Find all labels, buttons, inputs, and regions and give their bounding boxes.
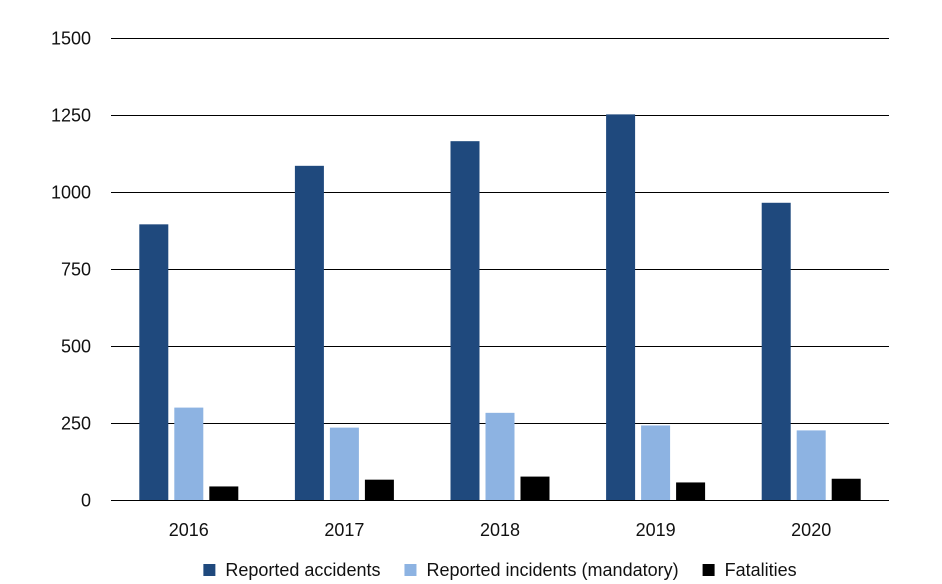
- bar-reported-accidents-2017: [294, 165, 324, 500]
- bar-reported-incidents-mandatory-2019: [641, 425, 671, 500]
- bar-fatalities-2020: [831, 478, 861, 500]
- bar-fatalities-2016: [209, 486, 239, 500]
- legend-label: Fatalities: [725, 560, 797, 580]
- bar-reported-accidents-2019: [606, 114, 636, 500]
- y-tick-label: 750: [61, 260, 91, 280]
- legend-swatch: [203, 564, 216, 576]
- bar-reported-incidents-mandatory-2020: [796, 430, 826, 500]
- y-tick-label: 1250: [51, 106, 91, 126]
- y-tick-label: 1500: [51, 29, 91, 49]
- y-tick-label: 0: [81, 491, 91, 511]
- y-tick-label: 500: [61, 337, 91, 357]
- bar-reported-incidents-mandatory-2016: [174, 407, 204, 500]
- y-axis-tick-labels: 0 250 500 750 1000 1250 1500: [51, 29, 91, 511]
- bar-fatalities-2019: [676, 482, 706, 500]
- x-tick-label: 2019: [636, 520, 676, 540]
- x-tick-label: 2016: [169, 520, 209, 540]
- x-tick-label: 2017: [324, 520, 364, 540]
- legend-swatch: [404, 564, 417, 576]
- bar-fatalities-2018: [520, 476, 550, 500]
- x-axis-tick-labels: 2016 2017 2018 2019 2020: [169, 520, 831, 540]
- bars: [139, 114, 861, 500]
- bar-reported-incidents-mandatory-2017: [329, 427, 359, 500]
- y-tick-label: 250: [61, 414, 91, 434]
- legend-swatch: [702, 564, 715, 576]
- bar-reported-incidents-mandatory-2018: [485, 412, 515, 500]
- legend-label: Reported incidents (mandatory): [426, 560, 678, 580]
- legend-label: Reported accidents: [225, 560, 380, 580]
- x-tick-label: 2018: [480, 520, 520, 540]
- legend: Reported accidents Reported incidents (ma…: [203, 560, 797, 580]
- y-tick-label: 1000: [51, 183, 91, 203]
- bar-reported-accidents-2018: [450, 141, 480, 500]
- gridlines: [111, 38, 889, 501]
- bar-reported-accidents-2020: [761, 202, 791, 500]
- bar-fatalities-2017: [364, 479, 394, 500]
- bar-reported-accidents-2016: [139, 224, 169, 500]
- x-tick-label: 2020: [791, 520, 831, 540]
